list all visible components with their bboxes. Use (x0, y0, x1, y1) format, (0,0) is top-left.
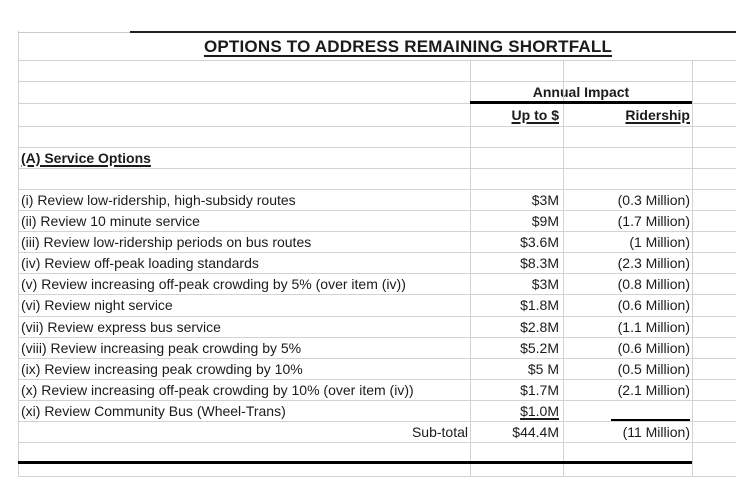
annual-impact-row: Annual Impact (18, 82, 736, 104)
spacer-row (18, 169, 736, 190)
ridership-value: (0.3 Million) (617, 192, 690, 208)
ridership-value: (0.6 Million) (617, 297, 690, 314)
section-header-row: (A) Service Options (18, 148, 736, 169)
dollar-value: $3M (531, 276, 559, 293)
ridership-value: (1.1 Million) (617, 318, 690, 335)
option-row: (vi) Review night service $1.8M (0.6 Mil… (18, 295, 736, 317)
option-label: (vii) Review express bus service (21, 318, 221, 335)
subtotal-ridership-value: (11 Million) (622, 424, 690, 441)
subtotal-dollar-value: $44.4M (512, 424, 559, 441)
dollar-value: $5.2M (520, 339, 559, 356)
gridline-dollar-ridership (563, 61, 564, 477)
table-bottom-rule (18, 461, 692, 464)
option-label: (vi) Review night service (21, 297, 173, 314)
dollar-value: $8.3M (520, 255, 559, 272)
annual-impact-header: Annual Impact (532, 84, 630, 100)
ridership-value: (0.8 Million) (617, 276, 690, 293)
title-cell: OPTIONS TO ADDRESS REMAINING SHORTFALL (18, 32, 736, 60)
dollar-value: $2.8M (520, 318, 559, 335)
table-top-border-left (18, 32, 130, 33)
dollar-value: $1.0M (520, 402, 559, 419)
options-table: OPTIONS TO ADDRESS REMAINING SHORTFALL A… (18, 32, 736, 478)
dollar-value: $3M (531, 192, 559, 208)
dollar-value: $5 M (527, 360, 559, 377)
option-label: (x) Review increasing off-peak crowding … (21, 381, 414, 398)
option-label: (xi) Review Community Bus (Wheel-Trans) (21, 402, 286, 419)
column-header-row: Up to $ Ridership (18, 104, 736, 127)
table-left-border (18, 31, 19, 477)
ridership-value: (1 Million) (629, 234, 690, 251)
option-rows: (i) Review low-ridership, high-subsidy r… (18, 190, 736, 423)
annual-impact-underline-rule (470, 101, 692, 104)
page-title: OPTIONS TO ADDRESS REMAINING SHORTFALL (203, 37, 613, 56)
ridership-value: (1.7 Million) (617, 213, 690, 230)
col-header-up-to-dollar: Up to $ (511, 107, 559, 123)
option-row: (i) Review low-ridership, high-subsidy r… (18, 190, 736, 212)
ridership-value: (0.6 Million) (617, 339, 690, 356)
ridership-value: (0.5 Million) (617, 360, 690, 377)
gridline-desc-dollar (470, 61, 471, 477)
option-row: (ix) Review increasing peak crowding by … (18, 359, 736, 380)
ridership-subtotal-rule (611, 419, 690, 421)
option-label: (i) Review low-ridership, high-subsidy r… (21, 192, 296, 208)
subtotal-row: Sub-total $44.4M (11 Million) (18, 422, 736, 444)
table-right-border (692, 61, 693, 477)
spacer-row (18, 61, 736, 82)
ridership-value: (2.3 Million) (617, 255, 690, 272)
option-row: (x) Review increasing off-peak crowding … (18, 380, 736, 401)
option-row: (xi) Review Community Bus (Wheel-Trans) … (18, 401, 736, 423)
subtotal-label: Sub-total (411, 424, 468, 441)
option-label: (iii) Review low-ridership periods on bu… (21, 234, 312, 251)
option-row: (ii) Review 10 minute service $9M (1.7 M… (18, 211, 736, 233)
col-header-ridership: Ridership (625, 107, 690, 123)
option-row: (vii) Review express bus service $2.8M (… (18, 317, 736, 338)
option-label: (ii) Review 10 minute service (21, 213, 200, 230)
table-top-border (130, 31, 736, 33)
dollar-value: $1.7M (520, 381, 559, 398)
option-row: (viii) Review increasing peak crowding b… (18, 338, 736, 359)
option-row: (iv) Review off-peak loading standards $… (18, 253, 736, 275)
option-label: (viii) Review increasing peak crowding b… (21, 339, 302, 356)
title-row: OPTIONS TO ADDRESS REMAINING SHORTFALL (18, 32, 736, 61)
dollar-value: $9M (531, 213, 559, 230)
dollar-value: $3.6M (520, 234, 559, 251)
option-row: (iii) Review low-ridership periods on bu… (18, 232, 736, 254)
spacer-row (18, 464, 736, 478)
dollar-value: $1.8M (520, 297, 559, 314)
option-label: (iv) Review off-peak loading standards (21, 255, 259, 272)
section-a-label: (A) Service Options (21, 150, 151, 166)
spacer-row (18, 127, 736, 148)
option-label: (v) Review increasing off-peak crowding … (21, 276, 406, 293)
option-label: (ix) Review increasing peak crowding by … (21, 360, 303, 377)
ridership-value: (2.1 Million) (617, 381, 690, 398)
option-row: (v) Review increasing off-peak crowding … (18, 274, 736, 296)
